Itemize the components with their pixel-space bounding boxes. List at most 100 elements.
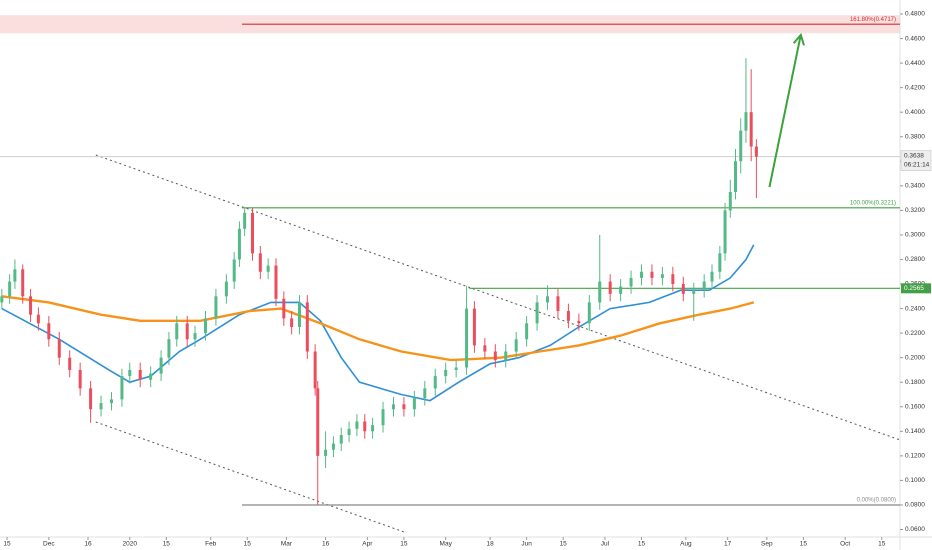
candle-body (297, 302, 301, 327)
axis-label-box (901, 283, 931, 294)
candle-body (36, 314, 40, 324)
candle-body (739, 130, 743, 162)
candle-body (250, 212, 254, 254)
y-tick-label: 0.0800 (905, 502, 925, 509)
candle-body (331, 443, 335, 450)
candle-body (120, 376, 124, 400)
candle-body (68, 357, 72, 370)
candle-body (149, 373, 153, 380)
level-label: 161.80%(0.4717) (850, 17, 896, 23)
y-tick-label: 0.2200 (905, 330, 925, 337)
y-tick-label: 0.2000 (905, 354, 925, 361)
candle-body (324, 449, 328, 456)
candle-body (504, 351, 508, 361)
x-tick-label: 15 (638, 541, 646, 548)
candle-body (185, 323, 189, 340)
trend-line (95, 154, 901, 441)
candle-body (89, 388, 93, 410)
candle-body (556, 296, 560, 312)
candle-body (465, 308, 469, 368)
candle-body (109, 399, 113, 404)
candle-body (237, 228, 241, 260)
x-tick-label: 15 (800, 541, 808, 548)
candle-body (525, 323, 529, 340)
candle-body (57, 339, 61, 358)
x-tick-label: Jun (521, 541, 532, 548)
candle-body (266, 265, 270, 272)
candle-body (433, 376, 437, 389)
candle-body (282, 298, 286, 319)
x-tick-label: 15 (878, 541, 886, 548)
x-tick-label: May (440, 541, 453, 548)
x-tick-label: Aug (680, 541, 692, 548)
candle-body (371, 425, 375, 432)
x-tick-label: Dec (43, 541, 55, 548)
candle-body (566, 311, 570, 321)
y-tick-label: 0.3400 (905, 183, 925, 190)
candle-body (339, 435, 343, 444)
candle-body (744, 112, 748, 131)
y-tick-label: 0.0600 (905, 526, 925, 533)
x-tick-label: Oct (840, 541, 850, 548)
axis-label: 0.2565 (904, 285, 924, 292)
y-tick-label: 0.4400 (905, 60, 925, 67)
candle-body (640, 271, 644, 278)
x-tick-label: 15 (163, 541, 171, 548)
x-tick-label: Apr (362, 541, 373, 548)
candle-body (535, 302, 539, 324)
candle-body (493, 351, 497, 361)
y-tick-label: 0.1800 (905, 379, 925, 386)
candle-body (629, 277, 633, 287)
candle-body (391, 404, 395, 410)
candle-body (214, 296, 218, 319)
x-tick-label: 15 (244, 541, 252, 548)
countdown-label: 06:21:14 (904, 161, 930, 168)
candle-body (13, 269, 17, 282)
y-tick-label: 0.4600 (905, 35, 925, 42)
candle-body (21, 269, 25, 297)
x-tick-label: 18 (486, 541, 494, 548)
y-tick-label: 0.4200 (905, 84, 925, 91)
candle-body (167, 339, 171, 358)
candle-body (514, 339, 518, 352)
x-tick-label: Jul (601, 541, 610, 548)
candle-body (305, 302, 309, 352)
candle-body (423, 388, 427, 399)
candle-body (710, 271, 714, 282)
candle-body (29, 296, 33, 315)
candle-body (718, 253, 722, 272)
y-tick-label: 0.1000 (905, 477, 925, 484)
y-tick-label: 0.1200 (905, 453, 925, 460)
x-tick-label: Feb (205, 541, 217, 548)
candle-body (99, 403, 103, 410)
y-tick-label: 0.3200 (905, 207, 925, 214)
last-price-box (900, 150, 932, 171)
candle-body (78, 369, 82, 389)
y-tick-label: 0.2400 (905, 305, 925, 312)
x-tick-label: 15 (400, 541, 408, 548)
candle-body (193, 333, 197, 340)
level-label: 0.00%(0.0800) (857, 498, 896, 504)
candle-body (224, 281, 228, 297)
candle-body (671, 274, 675, 285)
candle-body (412, 398, 416, 410)
arrow-head (792, 32, 805, 46)
candle-body (650, 271, 654, 278)
candle-body (243, 212, 247, 229)
x-tick-label: Sep (761, 541, 773, 548)
x-tick-label: 16 (84, 541, 92, 548)
candle-body (454, 367, 458, 370)
candle-body (355, 421, 359, 429)
candle-body (702, 281, 706, 291)
y-tick-label: 0.1400 (905, 428, 925, 435)
x-tick-label: 17 (724, 541, 732, 548)
candle-body (483, 345, 487, 352)
x-tick-label: Mar (281, 541, 293, 548)
candle-body (381, 409, 385, 426)
level-label: 100.00%(0.3221) (850, 200, 896, 206)
x-tick-label: 2020 (123, 541, 138, 548)
candle-body (577, 320, 581, 324)
candle-body (749, 112, 753, 147)
